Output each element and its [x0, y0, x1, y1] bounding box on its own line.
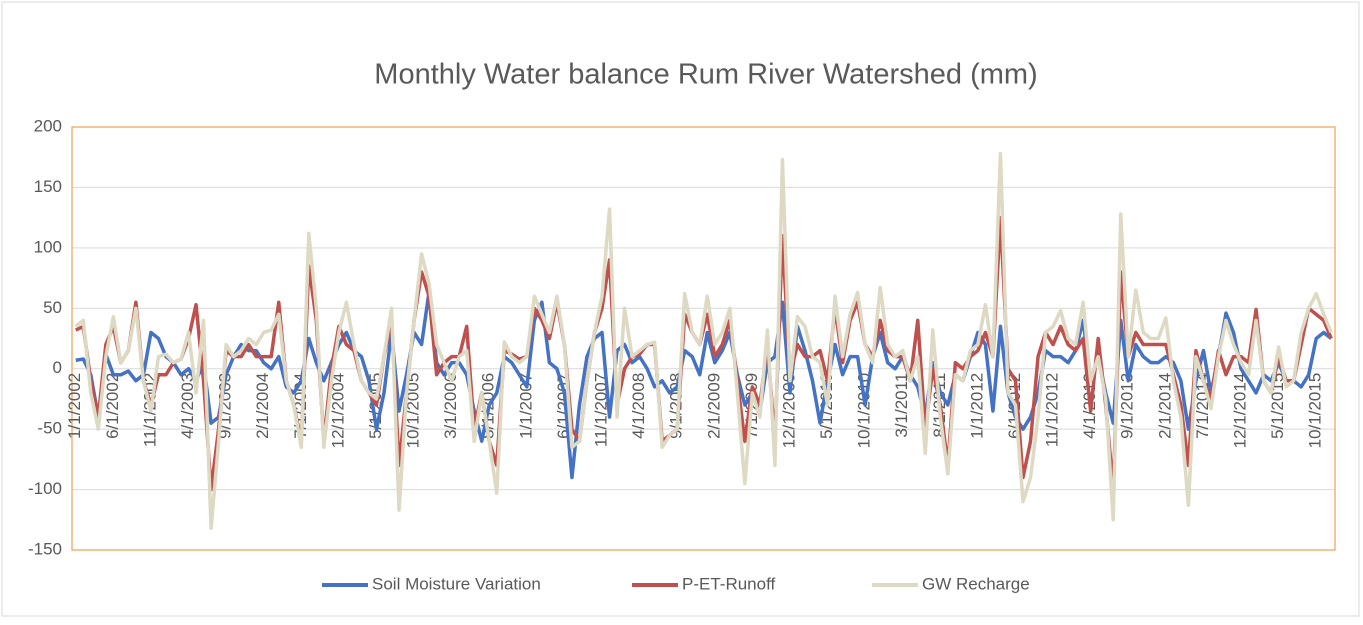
x-tick-label: 3/1/2011: [892, 373, 911, 438]
x-tick-label: 9/1/2013: [1118, 373, 1137, 439]
x-tick-label: 12/1/2004: [328, 373, 347, 449]
x-tick-label: 6/1/2002: [103, 373, 122, 439]
series-line: [74, 151, 1333, 530]
x-tick-label: 1/1/2012: [967, 373, 986, 439]
legend-label: GW Recharge: [922, 574, 1030, 593]
y-tick-label: -150: [28, 539, 62, 558]
y-tick-label: 150: [34, 177, 62, 196]
x-tick-label: 1/1/2002: [65, 373, 84, 439]
x-tick-label: 2/1/2014: [1155, 373, 1174, 439]
x-tick-label: 2/1/2009: [704, 373, 723, 439]
y-tick-label: 100: [34, 237, 62, 256]
x-tick-label: 12/1/2014: [1231, 373, 1250, 449]
y-tick-label: 200: [34, 116, 62, 135]
x-tick-label: 4/1/2008: [629, 373, 648, 439]
y-tick-label: -100: [28, 479, 62, 498]
x-tick-label: 12/1/2009: [779, 373, 798, 449]
x-tick-label: 3/1/2006: [441, 373, 460, 439]
chart-title: Monthly Water balance Rum River Watershe…: [374, 59, 1037, 91]
x-tick-label: 10/1/2015: [1306, 373, 1325, 449]
x-tick-label: 2/1/2004: [253, 373, 272, 439]
x-tick-label: 11/1/2012: [1043, 373, 1062, 447]
legend-label: P-ET-Runoff: [682, 574, 776, 593]
y-tick-label: 0: [53, 358, 62, 377]
y-tick-label: 50: [43, 298, 62, 317]
x-tick-label: 1/1/2007: [516, 373, 535, 439]
legend-label: Soil Moisture Variation: [372, 574, 541, 593]
y-tick-label: -50: [37, 419, 62, 438]
x-tick-label: 4/1/2003: [178, 373, 197, 439]
x-tick-label: 10/1/2010: [855, 373, 874, 449]
plot-border: [71, 126, 1336, 551]
